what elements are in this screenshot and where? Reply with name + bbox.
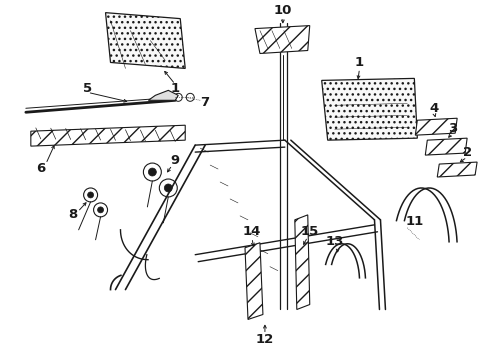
Polygon shape xyxy=(322,78,417,140)
Polygon shape xyxy=(31,125,185,146)
Text: 9: 9 xyxy=(171,154,180,167)
Text: 11: 11 xyxy=(405,215,423,228)
Text: 6: 6 xyxy=(36,162,46,175)
Polygon shape xyxy=(245,243,263,319)
Circle shape xyxy=(88,192,94,198)
Polygon shape xyxy=(255,26,310,54)
Text: 8: 8 xyxy=(68,208,77,221)
Polygon shape xyxy=(105,13,185,68)
Polygon shape xyxy=(295,215,310,310)
Text: 2: 2 xyxy=(463,145,472,159)
Polygon shape xyxy=(148,90,178,100)
Text: 12: 12 xyxy=(256,333,274,346)
Text: 5: 5 xyxy=(83,82,92,95)
Text: 7: 7 xyxy=(200,96,210,109)
Circle shape xyxy=(164,184,172,192)
Polygon shape xyxy=(425,138,467,155)
Text: 1: 1 xyxy=(355,56,364,69)
Text: 3: 3 xyxy=(447,122,457,135)
Text: 15: 15 xyxy=(301,225,319,238)
Text: 13: 13 xyxy=(325,235,344,248)
Text: 1: 1 xyxy=(171,82,180,95)
Polygon shape xyxy=(416,118,457,135)
Text: 4: 4 xyxy=(430,102,439,115)
Text: 10: 10 xyxy=(274,4,292,17)
Circle shape xyxy=(98,207,103,213)
Circle shape xyxy=(148,168,156,176)
Text: 14: 14 xyxy=(243,225,261,238)
Polygon shape xyxy=(437,162,477,177)
